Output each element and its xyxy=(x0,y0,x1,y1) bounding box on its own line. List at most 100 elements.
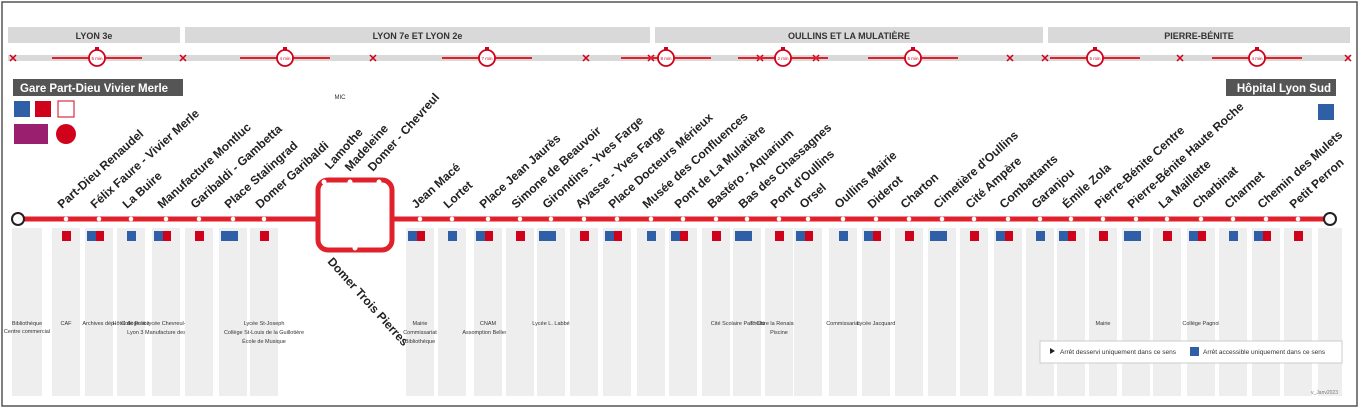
stop-column xyxy=(250,228,278,396)
landmark: Mairie xyxy=(1096,321,1111,327)
stopwatch-top xyxy=(664,47,668,50)
stop-column xyxy=(702,228,730,396)
stop-dot xyxy=(352,245,358,251)
stopwatch-top xyxy=(485,47,489,50)
stopwatch-top xyxy=(1093,47,1097,50)
stop-column xyxy=(537,228,565,396)
access-icon xyxy=(930,231,939,241)
access-icon xyxy=(1124,231,1133,241)
stop-column xyxy=(1153,228,1181,396)
stop-column xyxy=(12,228,42,396)
access-icon xyxy=(539,231,548,241)
stop-dot xyxy=(1230,216,1236,222)
velov-icon xyxy=(1229,231,1238,241)
stop-column xyxy=(85,228,113,396)
velov-icon xyxy=(839,231,848,241)
boundary-x xyxy=(1176,54,1184,62)
stop-column xyxy=(1284,228,1312,396)
stop-column xyxy=(603,228,631,396)
stop-dot xyxy=(776,216,782,222)
stop-dot xyxy=(1037,216,1043,222)
velov-icon xyxy=(547,231,556,241)
velov-icon xyxy=(35,101,51,117)
terminus-dot xyxy=(1323,212,1337,226)
stop-dot xyxy=(347,179,353,185)
access-icon xyxy=(1318,104,1334,120)
stopwatch-top xyxy=(283,47,287,50)
stop-column xyxy=(1252,228,1280,396)
stop-column xyxy=(1187,228,1215,396)
legend-arrow xyxy=(1050,348,1055,354)
stop-column xyxy=(765,228,793,396)
access-icon xyxy=(996,231,1005,241)
stop-column xyxy=(185,228,213,396)
stop-dot xyxy=(840,216,846,222)
stop-dot xyxy=(517,216,523,222)
stop-dot xyxy=(63,216,69,222)
stop-dot xyxy=(128,216,134,222)
sncf-icon xyxy=(14,124,48,144)
velov-icon xyxy=(1163,231,1172,241)
stop-dot xyxy=(485,216,491,222)
stop-column xyxy=(862,228,890,396)
stopwatch-top xyxy=(1255,47,1259,50)
stop-column xyxy=(928,228,956,396)
access-icon xyxy=(735,231,744,241)
access-icon xyxy=(14,101,30,117)
stop-column xyxy=(438,228,466,396)
access-icon xyxy=(1254,231,1263,241)
velov-icon xyxy=(95,231,104,241)
stop-column xyxy=(506,228,534,396)
access-icon xyxy=(87,231,96,241)
stop-dot xyxy=(1164,216,1170,222)
terminus-dot xyxy=(11,212,25,226)
landmark: Théâtre la Renaissance xyxy=(750,321,808,327)
terminus-end: Hôpital Lyon Sud xyxy=(1237,83,1331,95)
stop-column xyxy=(474,228,502,396)
stop-dot xyxy=(906,216,912,222)
travel-time: 4 min xyxy=(279,56,291,61)
velov-icon xyxy=(1004,231,1013,241)
terminus-start: Gare Part-Dieu Vivier Merle xyxy=(20,83,168,95)
velov-icon xyxy=(484,231,493,241)
airport-icon xyxy=(56,124,76,144)
stop-column xyxy=(637,228,665,396)
stop-column xyxy=(994,228,1022,396)
travel-time: 2 min xyxy=(777,56,789,61)
terminus-box xyxy=(13,79,183,96)
stop-dot xyxy=(1198,216,1204,222)
velov-icon xyxy=(647,231,656,241)
stop-column xyxy=(960,228,988,396)
access-icon xyxy=(408,231,417,241)
stop-column xyxy=(152,228,180,396)
stop-column xyxy=(117,228,145,396)
travel-time: 5 min xyxy=(91,56,103,61)
stop-column xyxy=(895,228,923,396)
velov-icon xyxy=(679,231,688,241)
access-icon xyxy=(1189,231,1198,241)
boundary-x xyxy=(179,54,187,62)
velov-icon xyxy=(1099,231,1108,241)
rhone-icon xyxy=(57,100,75,118)
stop-dot xyxy=(417,216,423,222)
legend-text: Arrêt desservi uniquement dans ce sens xyxy=(1060,349,1177,356)
boundary-x xyxy=(1344,54,1352,62)
stop-dot xyxy=(581,216,587,222)
landmark: Cité Scolaire Parc Chabrières xyxy=(711,321,784,327)
stop-dot xyxy=(1068,216,1074,222)
landmark: Lycée L. Labbé xyxy=(532,321,569,327)
legend-access xyxy=(1190,347,1199,356)
stop-dot xyxy=(680,216,686,222)
stop-column xyxy=(794,228,822,396)
stop-dot xyxy=(744,216,750,222)
access-icon xyxy=(154,231,163,241)
stop-dot xyxy=(1133,216,1139,222)
stop-dot xyxy=(376,179,382,185)
stop-dot xyxy=(1295,216,1301,222)
velov-icon xyxy=(872,231,881,241)
landmark: Collège et lycée Chevreul-Lestonnac xyxy=(121,321,211,327)
velov-icon xyxy=(229,231,238,241)
zone-bar xyxy=(185,27,650,43)
velov-icon xyxy=(1262,231,1271,241)
velov-icon xyxy=(905,231,914,241)
